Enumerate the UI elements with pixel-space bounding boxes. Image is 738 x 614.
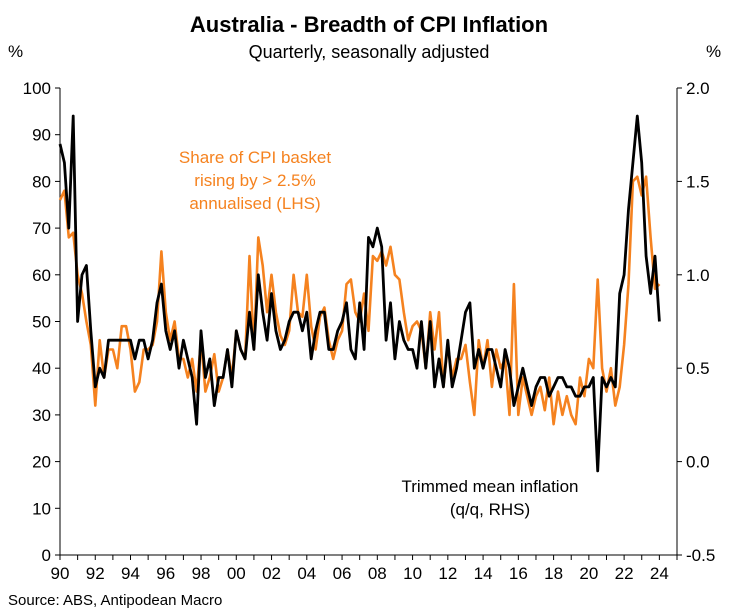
y-right-tick-label: 0.5 <box>686 359 710 378</box>
chart-subtitle: Quarterly, seasonally adjusted <box>248 42 490 62</box>
series-trimmed-mean <box>58 114 661 473</box>
x-tick-label: 22 <box>615 564 634 583</box>
y-left-tick-label: 60 <box>32 266 51 285</box>
x-tick-label: 20 <box>579 564 598 583</box>
chart-title: Australia - Breadth of CPI Inflation <box>189 12 549 37</box>
y-left-tick-label: 20 <box>32 453 51 472</box>
y-right-tick-label: 0.0 <box>686 453 710 472</box>
x-tick-label: 92 <box>86 564 105 583</box>
y-left-tick-label: 40 <box>32 359 51 378</box>
series-line-trimmed-mean <box>58 114 661 473</box>
x-tick-label: 16 <box>509 564 528 583</box>
y-left-tick-label: 50 <box>32 313 51 332</box>
y-left-tick-label: 70 <box>32 219 51 238</box>
x-tick-label: 24 <box>650 564 669 583</box>
x-tick-label: 12 <box>438 564 457 583</box>
x-tick-label: 06 <box>333 564 352 583</box>
y-left-tick-label: 80 <box>32 172 51 191</box>
annotation-share-cpi-line: rising by > 2.5% <box>194 171 315 190</box>
y-axis-left-unit: % <box>8 42 24 61</box>
y-right-tick-label: 2.0 <box>686 79 710 98</box>
annotation-share-cpi-line: annualised (LHS) <box>189 194 320 213</box>
y-left-tick-label: 90 <box>32 126 51 145</box>
source-note: Source: ABS, Antipodean Macro <box>8 592 223 609</box>
annotation-trimmed-mean-line: Trimmed mean inflation <box>402 477 579 496</box>
x-tick-label: 96 <box>156 564 175 583</box>
x-tick-label: 08 <box>368 564 387 583</box>
x-tick-label: 18 <box>544 564 563 583</box>
series-share-cpi-basket <box>58 175 661 426</box>
y-left-tick-label: 10 <box>32 499 51 518</box>
y-left-tick-label: 30 <box>32 406 51 425</box>
x-tick-label: 90 <box>51 564 70 583</box>
x-tick-label: 94 <box>121 564 140 583</box>
x-tick-label: 04 <box>297 564 316 583</box>
y-right-tick-label: -0.5 <box>686 546 715 565</box>
y-axis-right-unit: % <box>706 42 722 61</box>
y-right-tick-label: 1.5 <box>686 172 710 191</box>
x-tick-label: 02 <box>262 564 281 583</box>
x-tick-label: 00 <box>227 564 246 583</box>
annotation-trimmed-mean-line: (q/q, RHS) <box>450 500 530 519</box>
series-layer <box>58 114 661 473</box>
y-right-tick-label: 1.0 <box>686 266 710 285</box>
annotation-layer: Share of CPI basket rising by > 2.5% annua… <box>179 148 579 519</box>
annotation-share-cpi-line: Share of CPI basket <box>179 148 331 167</box>
axes: 0 10 20 30 40 50 60 70 80 90 100 -0.5 0.0 0.5 1.0 1.5 2.… <box>23 79 716 583</box>
y-left-tick-label: 0 <box>42 546 51 565</box>
x-tick-label: 98 <box>192 564 211 583</box>
x-tick-label: 10 <box>403 564 422 583</box>
y-left-tick-label: 100 <box>23 79 51 98</box>
x-tick-label: 14 <box>474 564 493 583</box>
